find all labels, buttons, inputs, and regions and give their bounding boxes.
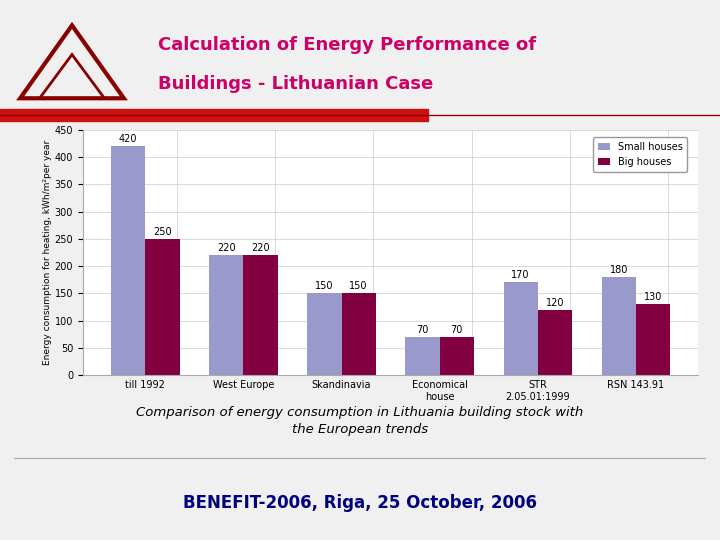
- Bar: [602, 277, 636, 375]
- Bar: [440, 337, 474, 375]
- Bar: [538, 310, 572, 375]
- Text: Buildings - Lithuanian Case: Buildings - Lithuanian Case: [158, 75, 433, 93]
- Text: 420: 420: [119, 134, 138, 144]
- Text: 150: 150: [349, 281, 368, 291]
- Text: 150: 150: [315, 281, 333, 291]
- Text: 180: 180: [610, 265, 628, 275]
- Bar: [405, 337, 440, 375]
- Text: 220: 220: [217, 243, 235, 253]
- Text: 130: 130: [644, 292, 662, 302]
- Text: 70: 70: [451, 325, 463, 335]
- Text: 70: 70: [416, 325, 428, 335]
- Bar: [145, 239, 179, 375]
- Bar: [307, 293, 341, 375]
- Bar: [636, 305, 670, 375]
- Legend: Small houses, Big houses: Small houses, Big houses: [593, 137, 688, 172]
- Bar: [503, 282, 538, 375]
- Bar: [341, 293, 376, 375]
- Text: 120: 120: [546, 298, 564, 308]
- Bar: [111, 146, 145, 375]
- Text: 170: 170: [511, 271, 530, 280]
- Text: Calculation of Energy Performance of: Calculation of Energy Performance of: [158, 36, 536, 54]
- Text: 250: 250: [153, 227, 171, 237]
- Text: Comparison of energy consumption in Lithuania building stock with
the European t: Comparison of energy consumption in Lith…: [136, 406, 584, 436]
- Bar: [209, 255, 243, 375]
- Bar: [243, 255, 278, 375]
- Text: 220: 220: [251, 243, 270, 253]
- Text: BENEFIT-2006, Riga, 25 October, 2006: BENEFIT-2006, Riga, 25 October, 2006: [183, 494, 537, 512]
- Y-axis label: Energy consumption for heating, kWh/m²per year: Energy consumption for heating, kWh/m²pe…: [42, 140, 52, 365]
